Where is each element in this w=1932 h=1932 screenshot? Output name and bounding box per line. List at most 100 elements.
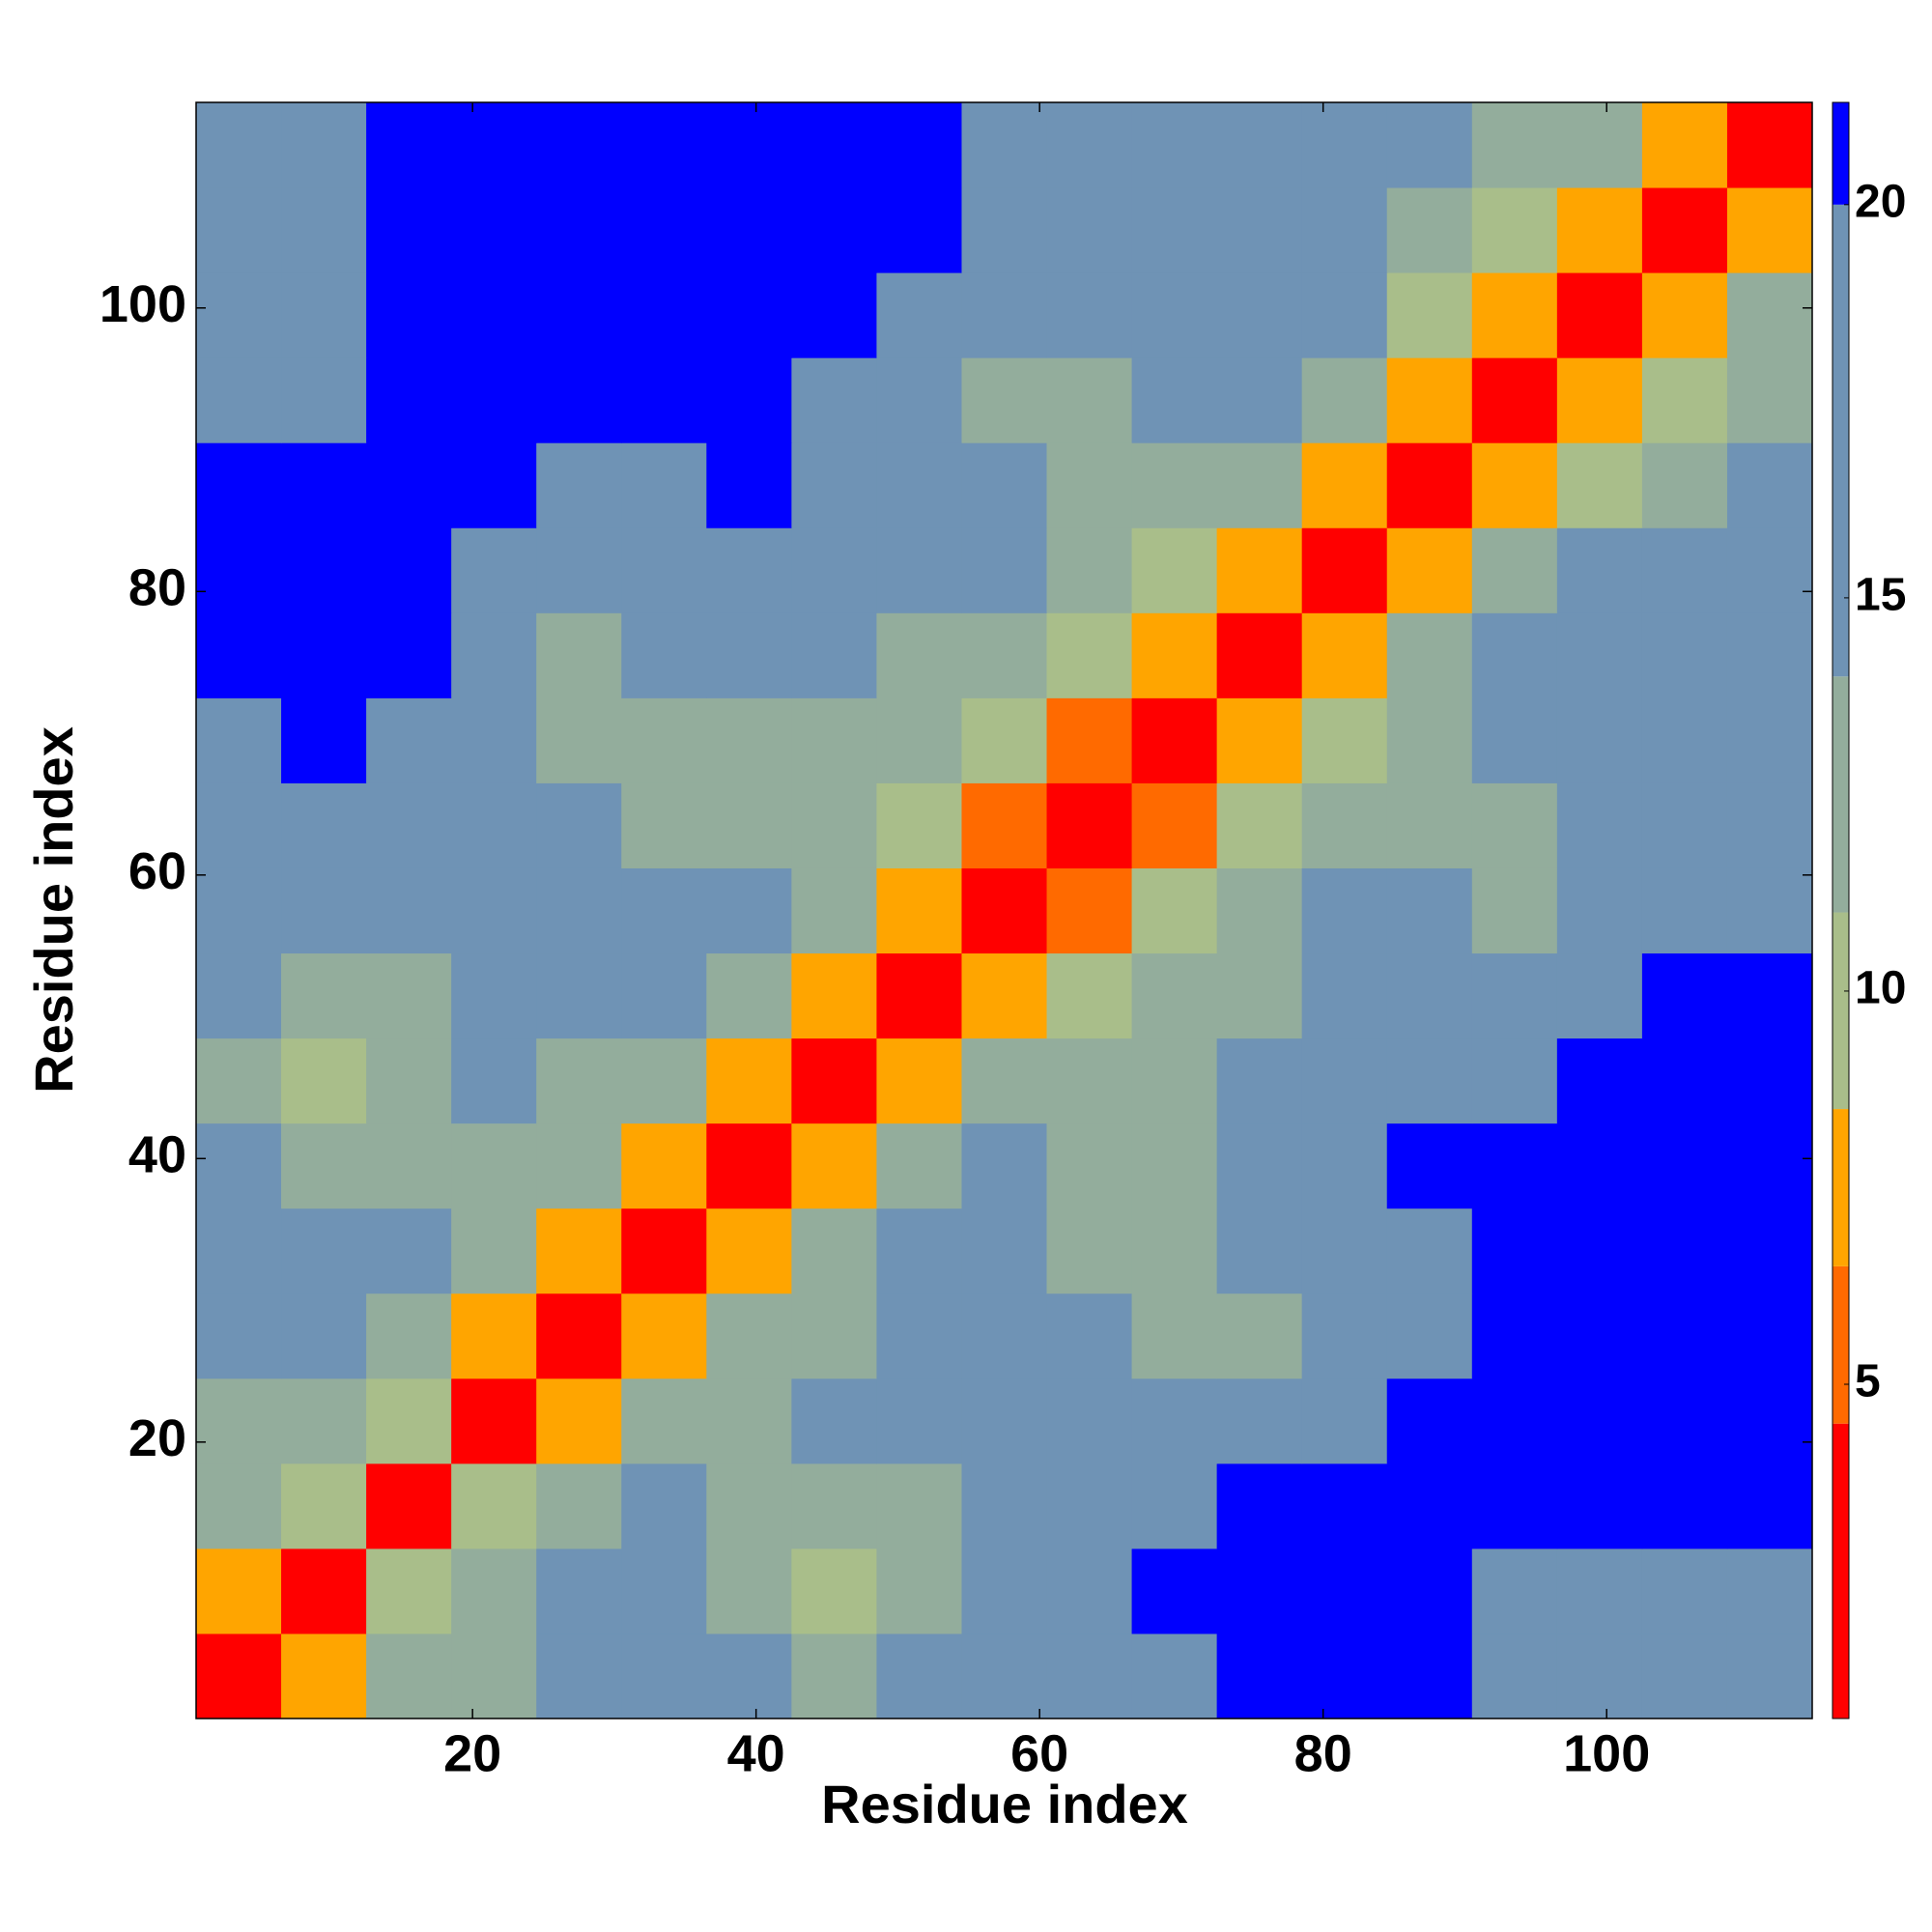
heatmap-cell [1386, 782, 1473, 868]
heatmap-cell [1046, 1037, 1133, 1124]
colorbar-band [1833, 1423, 1849, 1719]
x-tick-label: 20 [443, 1724, 501, 1782]
heatmap-cell [196, 1633, 282, 1719]
x-tick-label: 60 [1010, 1724, 1068, 1782]
heatmap-cell [1301, 272, 1388, 358]
heatmap-cell [1216, 272, 1303, 358]
heatmap-cell [1556, 527, 1643, 613]
heatmap-cell [1726, 867, 1813, 954]
colorbar-band [1833, 676, 1849, 913]
heatmap-cell [196, 1463, 282, 1549]
heatmap-cell [621, 357, 707, 443]
heatmap-cell [536, 1208, 622, 1294]
heatmap-cell [1556, 1293, 1643, 1379]
heatmap-cell [1556, 1378, 1643, 1464]
heatmap-cell [196, 187, 282, 273]
heatmap-cell [961, 1122, 1048, 1209]
heatmap-cell [1301, 1378, 1388, 1464]
heatmap-cell [961, 1548, 1048, 1634]
heatmap-cell [621, 442, 707, 528]
heatmap-cell [196, 1037, 282, 1124]
heatmap-cell [706, 867, 792, 954]
heatmap-cell [1131, 1122, 1218, 1209]
heatmap-cell [961, 527, 1048, 613]
heatmap-cell [621, 612, 707, 698]
heatmap-cell [791, 697, 877, 783]
heatmap-cell [1641, 1293, 1728, 1379]
heatmap-cell [196, 1208, 282, 1294]
heatmap-cell [876, 1548, 962, 1634]
colorbar-tick-label: 5 [1855, 1356, 1881, 1407]
heatmap-cell [961, 187, 1048, 273]
y-tick-label: 60 [128, 842, 186, 900]
heatmap-cell [791, 1378, 877, 1464]
heatmap-cell [1046, 1122, 1133, 1209]
heatmap-cell [791, 1463, 877, 1549]
x-tick-label: 40 [727, 1724, 785, 1782]
heatmap-cell [706, 187, 792, 273]
heatmap-cell [1641, 1633, 1728, 1719]
heatmap-cell [451, 1463, 537, 1549]
heatmap-cell [1216, 1122, 1303, 1209]
heatmap-cell [876, 102, 962, 188]
heatmap-cell [621, 1293, 707, 1379]
heatmap-cell [1471, 1633, 1558, 1719]
heatmap-cell [1301, 1633, 1388, 1719]
heatmap-cell [1726, 442, 1813, 528]
heatmap-cell [451, 697, 537, 783]
heatmap-cell [961, 952, 1048, 1039]
heatmap-cell [1046, 272, 1133, 358]
heatmap-cell [1216, 102, 1303, 188]
heatmap-cell [1301, 1548, 1388, 1634]
heatmap-cell [1556, 1548, 1643, 1634]
heatmap-cell [1726, 612, 1813, 698]
heatmap-cell [281, 442, 367, 528]
y-axis-label: Residue index [23, 726, 84, 1094]
heatmap-cell [451, 1548, 537, 1634]
heatmap-cell [366, 697, 452, 783]
heatmap-cell [536, 102, 622, 188]
heatmap-cell [1386, 1633, 1473, 1719]
heatmap-cell [1301, 1122, 1388, 1209]
heatmap-cell [1216, 1633, 1303, 1719]
colorbar-frame [1832, 101, 1850, 1719]
heatmap-cell [1216, 612, 1303, 698]
heatmap-cell [1556, 782, 1643, 868]
heatmap-cell [536, 357, 622, 443]
heatmap-cell [1726, 1293, 1813, 1379]
heatmap-cell [706, 612, 792, 698]
y-tick-label: 20 [128, 1409, 186, 1467]
heatmap-cell [196, 1293, 282, 1379]
heatmap-cell [621, 272, 707, 358]
heatmap-cell [1471, 782, 1558, 868]
heatmap-cell [1641, 1463, 1728, 1549]
heatmap-cell [876, 697, 962, 783]
heatmap-cell [366, 782, 452, 868]
heatmap-cell [1131, 612, 1218, 698]
heatmap-cell [791, 1037, 877, 1124]
heatmap-cell [961, 1293, 1048, 1379]
heatmap-cell [1386, 272, 1473, 358]
heatmap-cell [1641, 442, 1728, 528]
heatmap-cell [366, 187, 452, 273]
heatmap-cell [451, 1208, 537, 1294]
heatmap-cell [366, 1037, 452, 1124]
heatmap-cell [1046, 187, 1133, 273]
heatmap-cell [1556, 1208, 1643, 1294]
heatmap-cell [1556, 442, 1643, 528]
colorbar-band [1833, 102, 1849, 205]
heatmap-cell [706, 1633, 792, 1719]
heatmap-cell [1471, 1293, 1558, 1379]
heatmap-cell [1131, 952, 1218, 1039]
heatmap-cell [791, 272, 877, 358]
heatmap-cell [1641, 272, 1728, 358]
heatmap-cell [536, 867, 622, 954]
heatmap-cell [281, 1122, 367, 1209]
heatmap-cell [1301, 867, 1388, 954]
heatmap-cell [1641, 697, 1728, 783]
colorbar-band [1833, 1109, 1849, 1266]
heatmap-cell [961, 1378, 1048, 1464]
heatmap-cell [1471, 357, 1558, 443]
heatmap-cell [281, 187, 367, 273]
heatmap-cell [876, 1463, 962, 1549]
